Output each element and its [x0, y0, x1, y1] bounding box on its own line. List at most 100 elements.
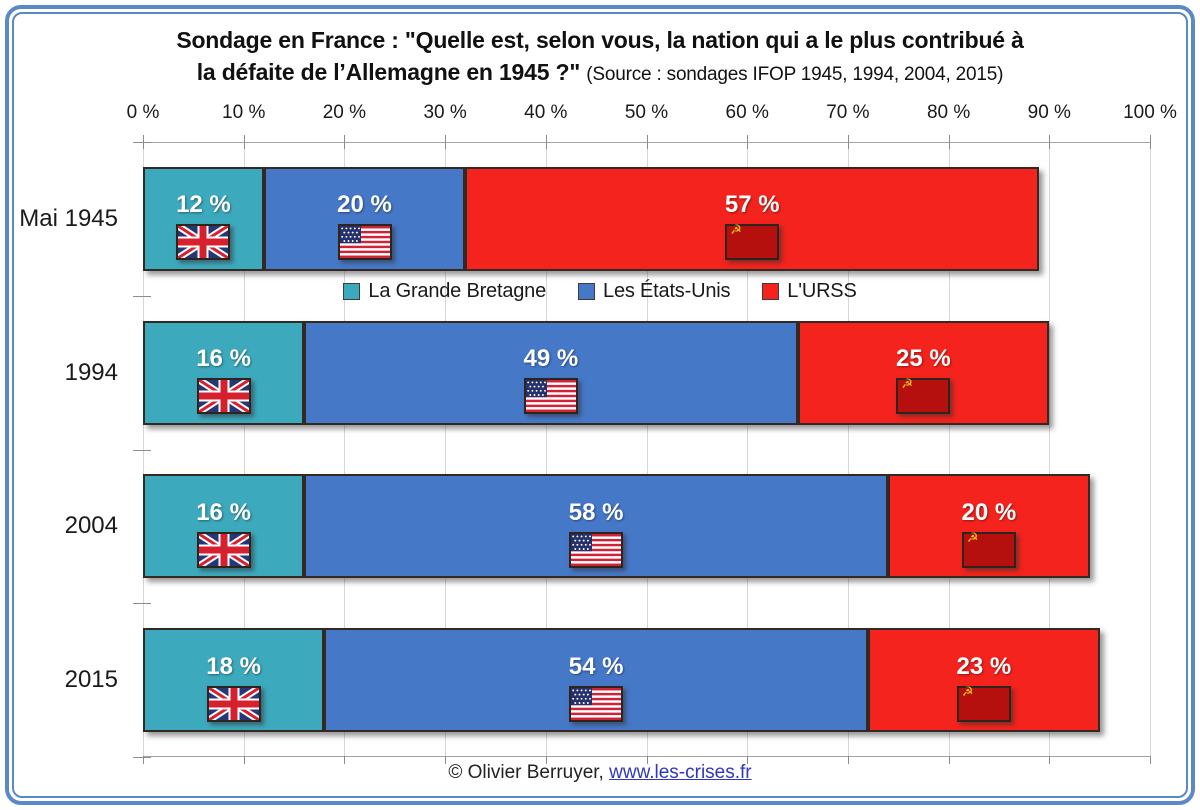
x-axis-tick-label: 10 %: [222, 102, 266, 123]
y-axis-tick: [133, 603, 151, 605]
y-axis-tick: [133, 142, 151, 143]
value-label: 16 %: [196, 345, 251, 373]
bar-segment: 54 %: [324, 628, 869, 733]
value-label: 49 %: [523, 345, 579, 373]
ussr-flag-icon: ☭: [956, 684, 1011, 722]
x-axis-tick: [1150, 135, 1151, 149]
gridline-vertical: [646, 142, 648, 757]
x-axis-tick: [948, 756, 950, 764]
chart-title-line2: la défaite de l’Allemagne en 1945 ?" (So…: [0, 56, 1200, 91]
value-label: 16 %: [196, 498, 251, 526]
value-label: 57 %: [724, 191, 780, 219]
x-axis-tick: [1049, 756, 1051, 764]
y-axis-tick: [133, 757, 151, 758]
value-label: 18 %: [206, 652, 261, 680]
bar-segment: 16 %: [143, 320, 305, 425]
us-flag-icon: [569, 531, 624, 568]
gridline-vertical: [948, 142, 950, 757]
uk-flag-icon: [196, 531, 251, 568]
gridline-vertical: [747, 142, 749, 757]
x-axis-tick-label: 40 %: [524, 102, 568, 123]
legend-item: Les États-Unis: [578, 280, 730, 303]
chart-title-line1: Sondage en France : "Quelle est, selon v…: [176, 27, 1024, 53]
footer-link[interactable]: www.les-crises.fr: [609, 762, 752, 783]
chart-title-source: (Source : sondages IFOP 1945, 1994, 2004…: [586, 64, 1004, 85]
bar-row: 18 % 54 % 23 % ☭: [143, 628, 1100, 733]
x-axis-tick-label: 70 %: [826, 102, 870, 123]
gridline-vertical: [1049, 142, 1051, 757]
bar-row: 16 % 49 % 25 % ☭: [143, 320, 1050, 425]
value-label: 58 %: [568, 498, 624, 526]
legend-label: La Grande Bretagne: [368, 280, 547, 302]
legend-item: L'URSS: [762, 280, 857, 303]
us-flag-icon: [337, 224, 392, 261]
gridline-vertical: [344, 142, 346, 757]
chart-title: Sondage en France : "Quelle est, selon v…: [0, 24, 1200, 91]
gridline-vertical: [445, 142, 447, 757]
x-axis-tick-label: 90 %: [1027, 102, 1071, 123]
hammer-and-sickle-icon: ☭: [730, 223, 742, 239]
x-axis-tick: [847, 756, 849, 764]
gridline-vertical: [243, 142, 245, 757]
us-flag-icon: [569, 685, 624, 722]
hammer-and-sickle-icon: ☭: [901, 377, 914, 393]
x-axis-tick: [747, 756, 749, 764]
bar-segment: 16 %: [143, 474, 305, 579]
x-axis-tick-label: 30 %: [423, 102, 467, 123]
hammer-and-sickle-icon: ☭: [961, 684, 974, 700]
bar-segment: 23 % ☭: [868, 628, 1100, 733]
x-axis-tick-label: 0 %: [126, 102, 160, 123]
category-label: 1994: [64, 358, 118, 386]
legend-swatch: [762, 283, 780, 300]
bar-segment: 57 % ☭: [465, 166, 1040, 271]
category-label: 2004: [64, 512, 118, 540]
bar-segment: 12 %: [143, 166, 264, 271]
bar-segment: 58 %: [304, 474, 889, 579]
uk-flag-icon: [196, 378, 251, 415]
bar-segment: 25 % ☭: [797, 320, 1050, 425]
us-flag-icon: [523, 378, 578, 415]
hammer-and-sickle-icon: ☭: [966, 530, 979, 546]
ussr-flag-icon: ☭: [961, 530, 1016, 568]
x-axis-tick: [1049, 135, 1051, 149]
legend-swatch: [578, 283, 596, 300]
x-axis-tick-label: 60 %: [725, 102, 769, 123]
x-axis-tick: [545, 756, 547, 764]
footer-copyright: © Olivier Berruyer,: [448, 762, 604, 783]
value-label: 54 %: [568, 652, 624, 680]
gridline-vertical: [545, 142, 547, 757]
ussr-flag-icon: ☭: [896, 377, 951, 415]
x-axis-labels: 0 % 10 % 20 % 30 % 40 % 50 % 60 % 70 % 80 % 90 % 1…: [0, 102, 1200, 128]
value-label: 12 %: [176, 191, 231, 219]
chart-title-line2-main: la défaite de l’Allemagne en 1945 ?": [196, 59, 581, 85]
value-label: 20 %: [961, 498, 1017, 526]
x-axis-tick: [1150, 756, 1151, 764]
value-label: 20 %: [337, 191, 392, 219]
x-axis-tick-label: 20 %: [322, 102, 367, 123]
x-axis-tick: [646, 756, 648, 764]
bar-segment: 20 %: [263, 166, 466, 271]
x-axis-tick: [344, 135, 346, 149]
bar-segment: 49 %: [304, 320, 798, 425]
uk-flag-icon: [206, 685, 261, 722]
x-axis-tick: [847, 135, 849, 149]
x-axis-tick: [243, 756, 245, 764]
x-axis-tick-label: 50 %: [624, 102, 669, 123]
uk-flag-icon: [176, 224, 231, 261]
gridline-vertical: [1150, 142, 1151, 757]
ussr-flag-icon: ☭: [725, 223, 780, 261]
bar-row: 16 % 58 % 20 % ☭: [143, 474, 1090, 579]
x-axis-tick: [445, 135, 447, 149]
bar-segment: 18 %: [143, 628, 325, 733]
category-label: 2015: [64, 666, 118, 694]
bar-row: 12 % 20 % 57 % ☭: [143, 166, 1040, 271]
y-axis-tick: [133, 449, 151, 451]
value-label: 23 %: [956, 652, 1012, 680]
legend-label: L'URSS: [787, 280, 857, 302]
x-axis-tick: [948, 135, 950, 149]
x-axis-tick-label: 100 %: [1123, 102, 1177, 123]
plot-area: 12 % 20 % 57 % ☭ 16 % 49 % 25 % ☭ 16 % 58 % 20 % ☭ 1…: [133, 135, 1151, 764]
x-axis-tick: [747, 135, 749, 149]
x-axis-tick: [646, 135, 648, 149]
